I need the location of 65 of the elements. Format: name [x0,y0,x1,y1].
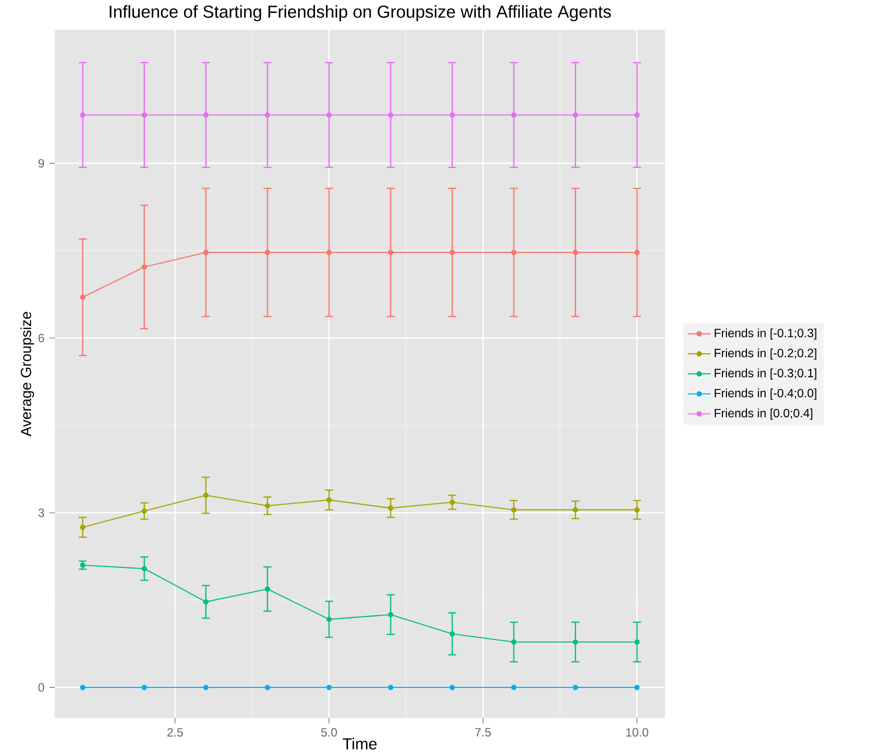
point [572,507,578,513]
point [572,112,578,118]
point [142,566,147,572]
point [203,250,209,256]
x-tick-label: 7.5 [475,728,491,737]
legend-label: Friends in [-0.4;0.0] [714,388,816,400]
x-tick-label: 5.0 [321,728,337,737]
point [326,250,332,256]
point [203,492,209,498]
point [572,639,578,645]
legend-label: Friends in [-0.2;0.2] [714,348,816,360]
point [572,684,578,690]
point [326,616,332,622]
x-tick-label: 2.5 [167,728,183,737]
point [634,112,640,118]
y-axis-title: Average Groupsize [20,312,34,437]
y-tick-label: 3 [38,508,44,518]
point [264,112,270,118]
point [142,508,147,514]
point [450,250,455,256]
point [450,684,455,690]
point [142,112,147,118]
point [450,500,455,506]
chart-title: Influence of Starting Friendship on Groupsize with Affiliate Agents [110,5,611,22]
point [511,684,517,690]
point [264,684,270,690]
point [80,524,86,530]
point [511,250,517,256]
point [326,684,332,690]
x-axis-title: Time [342,738,377,750]
point [450,112,455,118]
point [80,112,86,118]
point [450,631,455,637]
point [264,503,270,509]
point [326,112,332,118]
x-tick-label: 10.0 [626,728,648,737]
point [142,684,147,690]
point [634,250,640,256]
point [203,684,209,690]
point [80,294,86,300]
point [388,684,394,690]
point [634,639,640,645]
point [634,684,640,690]
point [511,639,517,645]
point [388,112,394,118]
y-tick-label: 6 [38,334,44,342]
point [264,250,270,256]
point [388,612,394,618]
y-tick-label: 9 [38,159,44,168]
y-tick-label: 0 [38,683,44,692]
point [80,684,86,690]
point [511,507,517,513]
point [388,250,394,256]
point [511,112,517,118]
point [264,586,270,592]
point [572,250,578,256]
point [388,506,394,511]
point [203,112,209,118]
point [634,507,640,513]
legend-label: Friends in [-0.1;0.3] [714,328,816,340]
legend-label: Friends in [-0.3;0.1] [714,368,816,380]
legend-label: Friends in [0.0;0.4] [714,408,812,420]
point [142,264,147,270]
point [203,599,209,605]
point [326,497,332,503]
